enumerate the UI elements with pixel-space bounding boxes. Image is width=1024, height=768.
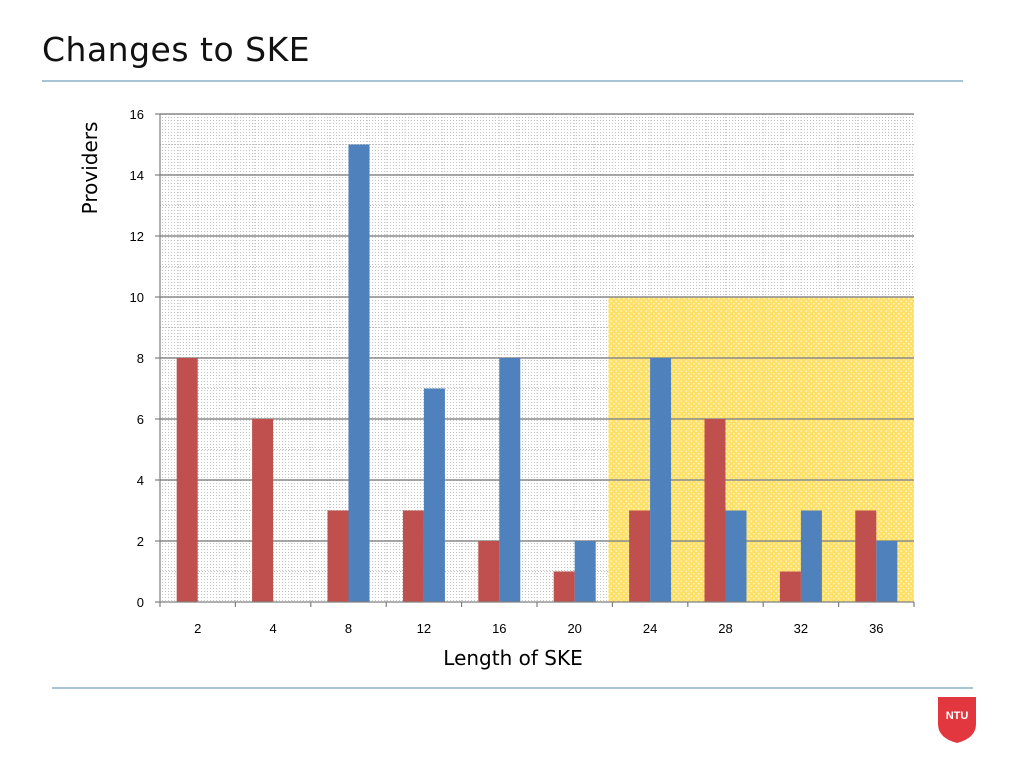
x-tick-label: 24 <box>643 621 657 636</box>
x-tick-label: 32 <box>794 621 808 636</box>
bar <box>478 541 500 602</box>
x-tick-label: 12 <box>417 621 431 636</box>
x-tick-label: 16 <box>492 621 506 636</box>
logo-text: NTU <box>946 710 969 722</box>
y-tick-labels: 0 2 4 6 8 10 12 14 16 <box>130 107 144 610</box>
bar <box>650 358 672 602</box>
bar <box>499 358 521 602</box>
bar <box>876 541 898 602</box>
x-tick-label: 4 <box>269 621 276 636</box>
slide-title: Changes to SKE <box>42 30 311 69</box>
bar <box>704 419 726 602</box>
footer-divider <box>52 687 973 689</box>
x-tick-label: 28 <box>718 621 732 636</box>
bar <box>800 510 822 602</box>
x-tick-label: 36 <box>869 621 883 636</box>
bar <box>252 419 274 602</box>
y-tick-label: 6 <box>137 412 144 427</box>
bar <box>423 388 445 602</box>
bar <box>553 571 575 602</box>
major-gridlines <box>160 113 914 542</box>
bar <box>402 510 424 602</box>
bar <box>176 358 198 602</box>
x-tick-label: 20 <box>567 621 581 636</box>
title-divider <box>42 80 963 82</box>
bar <box>327 510 349 602</box>
bars <box>176 144 898 602</box>
y-tick-label: 0 <box>137 595 144 610</box>
bar <box>629 510 651 602</box>
y-tick-label: 10 <box>130 290 144 305</box>
x-tick-labels: 2 4 8 12 16 20 24 28 32 36 <box>194 621 883 636</box>
y-tick-label: 2 <box>137 534 144 549</box>
bar <box>779 571 801 602</box>
bar <box>855 510 877 602</box>
ntu-logo: NTU <box>938 697 976 743</box>
y-tick-label: 8 <box>137 351 144 366</box>
bar <box>348 144 370 602</box>
y-tick-label: 16 <box>130 107 144 122</box>
x-tick-label: 2 <box>194 621 201 636</box>
y-tick-label: 12 <box>130 229 144 244</box>
y-tick-label: 14 <box>130 168 144 183</box>
bar <box>574 541 596 602</box>
bar <box>725 510 747 602</box>
y-axis-title: Providers <box>78 122 102 215</box>
x-axis-title: Length of SKE <box>443 646 582 670</box>
y-tick-label: 4 <box>137 473 144 488</box>
axes <box>155 113 915 607</box>
x-tick-label: 8 <box>345 621 352 636</box>
